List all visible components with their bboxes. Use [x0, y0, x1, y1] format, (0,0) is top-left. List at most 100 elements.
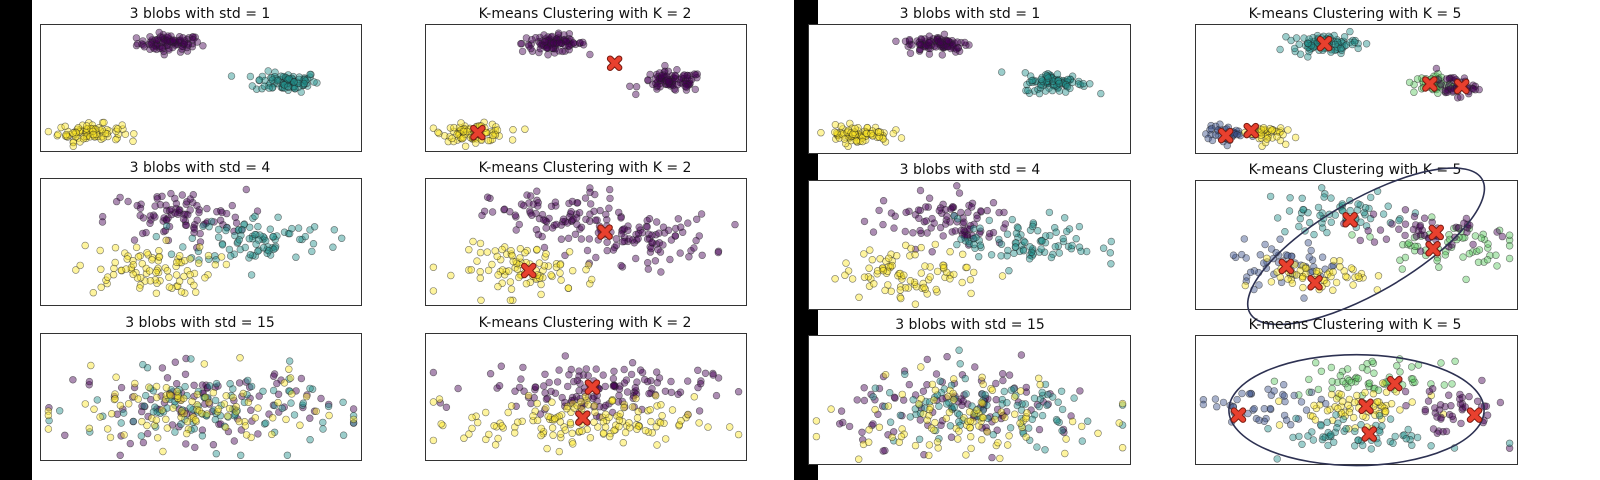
data-point [894, 271, 902, 280]
data-point [547, 202, 556, 210]
data-point [970, 268, 978, 277]
data-point [1334, 419, 1342, 427]
data-point [1505, 231, 1514, 239]
data-point [126, 439, 135, 448]
data-point [1257, 128, 1266, 137]
data-point [958, 278, 966, 287]
data-point [1330, 31, 1338, 40]
data-point [961, 231, 969, 240]
data-point [473, 418, 482, 427]
data-point [551, 198, 560, 206]
data-point [173, 258, 181, 267]
centroid-marker [1217, 127, 1234, 144]
data-point [1314, 203, 1323, 212]
data-point [494, 434, 502, 443]
data-point [338, 234, 346, 242]
data-point [98, 125, 106, 134]
data-point [869, 420, 877, 428]
data-point [878, 402, 887, 410]
data-point [633, 425, 641, 433]
data-point [176, 251, 184, 260]
data-point [555, 447, 564, 456]
data-point [1242, 254, 1250, 262]
centroid-marker [1466, 407, 1483, 423]
data-point [563, 404, 571, 413]
data-point [1327, 431, 1335, 439]
data-point [117, 432, 125, 440]
scatter-plot-left-3-1 [40, 333, 362, 461]
data-point [602, 410, 610, 419]
data-point [968, 199, 977, 207]
data-point [159, 447, 167, 456]
data-point [1365, 379, 1374, 387]
data-point [1483, 256, 1492, 264]
data-point [173, 387, 181, 396]
data-point [132, 243, 141, 252]
cluster-yellow [817, 119, 906, 151]
data-point [1035, 374, 1043, 382]
data-point [884, 402, 893, 410]
data-point [1053, 417, 1061, 425]
data-point [476, 248, 485, 257]
data-point [509, 125, 517, 134]
data-point [947, 433, 956, 441]
data-point [306, 435, 314, 444]
scatter-plot-left-3-2 [425, 333, 747, 461]
data-point [1354, 374, 1362, 383]
data-point [96, 246, 104, 255]
data-point [1046, 231, 1054, 240]
data-point [1413, 75, 1422, 83]
data-point [983, 428, 991, 436]
data-point [1247, 390, 1256, 398]
data-point [1342, 424, 1350, 433]
data-point [1412, 232, 1421, 240]
data-point [1457, 93, 1465, 101]
data-point [184, 41, 193, 49]
data-point [989, 430, 998, 439]
data-point [983, 206, 992, 215]
data-point [1330, 438, 1338, 447]
data-point [1199, 400, 1208, 409]
data-point [491, 441, 500, 449]
data-point [651, 257, 660, 265]
data-point [1021, 69, 1030, 77]
data-point [586, 280, 594, 288]
data-point [971, 363, 979, 371]
data-point [1038, 237, 1046, 245]
data-point [1035, 402, 1043, 411]
data-point [232, 219, 241, 227]
data-point [296, 235, 304, 244]
data-point [887, 209, 896, 217]
data-point [290, 78, 298, 86]
data-point [831, 275, 839, 283]
data-point [920, 283, 928, 292]
data-point [172, 271, 181, 279]
data-point [1379, 379, 1387, 387]
data-point [494, 271, 502, 279]
data-point [194, 387, 203, 396]
data-point [290, 411, 299, 419]
data-point [310, 223, 319, 231]
data-point [1285, 207, 1294, 215]
data-point [875, 206, 883, 215]
data-point [1043, 401, 1051, 409]
data-point [588, 275, 596, 284]
data-point [539, 266, 547, 275]
data-point [551, 414, 559, 423]
data-point [494, 282, 502, 291]
data-point [1401, 220, 1410, 228]
data-point [163, 424, 172, 432]
data-point [129, 417, 138, 426]
data-point [286, 357, 294, 365]
cluster-yellow [1241, 124, 1300, 150]
data-point [465, 430, 473, 438]
data-point [575, 427, 584, 436]
data-point [957, 208, 965, 217]
data-point [1410, 212, 1419, 221]
data-point [1035, 89, 1044, 98]
data-point [1398, 265, 1407, 273]
data-point [1077, 247, 1085, 256]
data-point [925, 50, 934, 58]
data-point [1076, 387, 1084, 395]
data-point [187, 355, 195, 363]
